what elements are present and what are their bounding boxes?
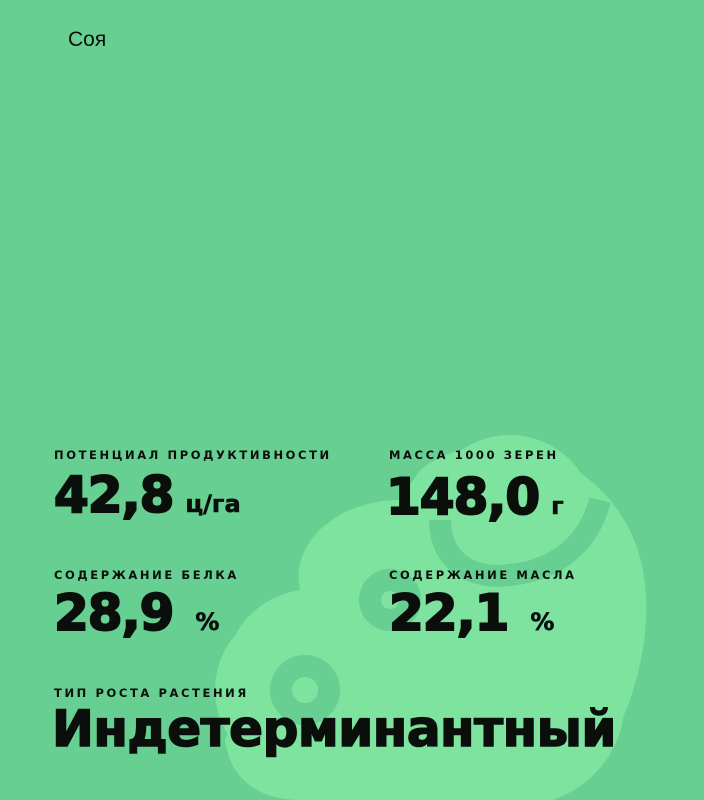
value-unit: г [551, 492, 564, 521]
stat-value-mass: 148,0 г [385, 467, 564, 527]
value-number: 22,1 [388, 583, 510, 643]
value-unit: % [530, 608, 555, 637]
stat-label-protein: СОДЕРЖАНИЕ БЕЛКА [54, 568, 239, 582]
crop-title: Соя [68, 28, 107, 51]
stat-value-protein: 28,9% [53, 583, 220, 643]
growth-type-value: Индетерминантный [51, 699, 617, 759]
stat-label-oil: СОДЕРЖАНИЕ МАСЛА [389, 568, 577, 582]
growth-type-label: ТИП РОСТА РАСТЕНИЯ [54, 686, 249, 700]
value-unit: % [195, 608, 220, 637]
stat-label-mass: МАССА 1000 ЗЕРЕН [389, 448, 559, 462]
stat-label-yield: ПОТЕНЦИАЛ ПРОДУКТИВНОСТИ [54, 448, 332, 462]
value-number: 148,0 [385, 467, 541, 527]
value-number: 28,9 [53, 583, 175, 643]
stat-value-yield: 42,8 ц/га [53, 465, 241, 525]
value-unit: ц/га [185, 490, 241, 519]
value-number: 42,8 [53, 465, 175, 525]
stat-value-oil: 22,1% [388, 583, 555, 643]
